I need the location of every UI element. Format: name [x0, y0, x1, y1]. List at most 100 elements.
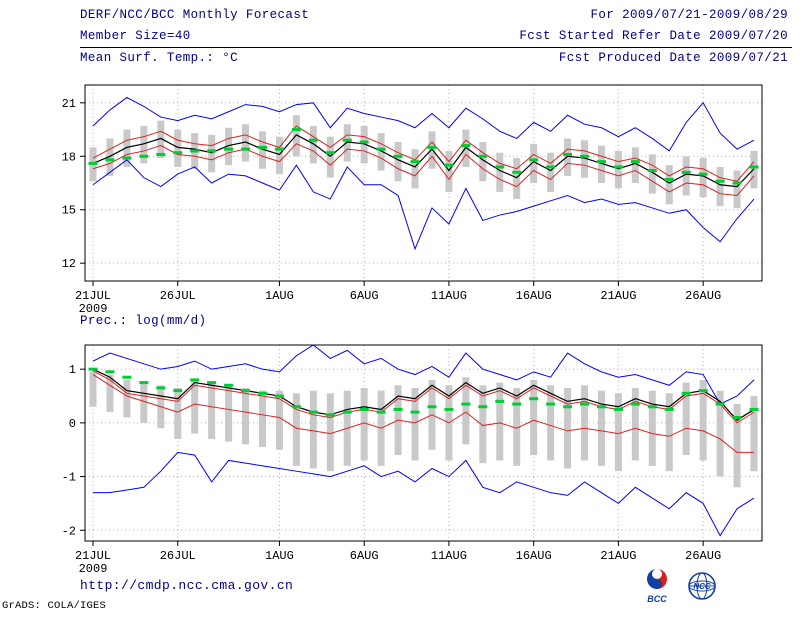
ensemble-spread-bar	[648, 390, 656, 466]
ensemble-spread-bar	[360, 125, 368, 164]
climatology-marker	[224, 147, 234, 151]
ensemble-spread-bar	[157, 120, 165, 159]
ncc-logo-text: NCC	[693, 582, 711, 591]
ensemble-spread-bar	[564, 387, 572, 469]
climatology-marker	[664, 177, 674, 181]
climatology-marker	[613, 407, 623, 411]
ensemble-spread-bar	[631, 387, 639, 461]
climatology-marker	[461, 402, 471, 406]
ensemble-spread-bar	[309, 390, 317, 469]
ensemble-spread-bar	[648, 154, 656, 194]
climatology-marker	[461, 144, 471, 148]
climatology-marker	[698, 389, 708, 393]
bcc-logo: BCC	[647, 569, 667, 604]
climatology-marker	[410, 160, 420, 164]
ensemble-spread-bar	[225, 385, 233, 442]
bcc-logo-swirl-blue	[647, 569, 662, 589]
ensemble-spread-bar	[733, 404, 741, 488]
climatology-marker	[122, 156, 132, 160]
ensemble-spread-bar	[496, 152, 504, 192]
x-tick-label: 21AUG	[600, 289, 636, 303]
climatology-marker	[105, 370, 115, 374]
ensemble-spread-bar	[140, 125, 148, 164]
ensemble-spread-bar	[123, 379, 131, 418]
climatology-marker	[749, 165, 759, 169]
series-lower-quartile	[92, 374, 754, 453]
climatology-marker	[596, 160, 606, 164]
climatology-marker	[376, 410, 386, 414]
ensemble-spread-bar	[309, 125, 317, 164]
climatology-marker	[241, 147, 251, 151]
y-tick-label: 12	[62, 257, 76, 271]
climatology-marker	[715, 402, 725, 406]
climatology-marker	[342, 138, 352, 142]
series-upper-quartile	[92, 125, 755, 182]
climatology-marker	[647, 169, 657, 173]
ensemble-spread-bar	[513, 158, 521, 200]
ensemble-spread-bar	[564, 138, 572, 176]
climatology-marker	[630, 160, 640, 164]
source-url: http://cmdp.ncc.cma.gov.cn	[80, 578, 294, 593]
climatology-marker	[173, 389, 183, 393]
ensemble-spread-bar	[665, 393, 673, 472]
ensemble-spread-bar	[547, 385, 555, 461]
climatology-marker	[88, 367, 98, 371]
ensemble-spread-bar	[479, 385, 487, 464]
climatology-marker	[376, 147, 386, 151]
ensemble-spread-bar	[326, 136, 334, 178]
ensemble-spread-bar	[733, 170, 741, 208]
climatology-marker	[580, 402, 590, 406]
ncc-logo: NCC	[688, 572, 716, 600]
climatology-marker	[410, 410, 420, 414]
grads-credit: GrADS: COLA/IGES	[2, 600, 107, 612]
x-tick-label: 26AUG	[685, 549, 721, 563]
ensemble-spread-bar	[631, 147, 639, 183]
ensemble-spread-bar	[174, 387, 182, 439]
x-tick-label: 6AUG	[350, 289, 379, 303]
climatology-marker	[596, 405, 606, 409]
ensemble-spread-bar	[513, 387, 521, 466]
climatology-marker	[681, 170, 691, 174]
ensemble-spread-bar	[699, 379, 707, 461]
climatology-marker	[546, 165, 556, 169]
climatology-marker	[257, 391, 267, 395]
climatology-marker	[139, 381, 149, 385]
climatology-marker	[529, 397, 539, 401]
climatology-marker	[647, 405, 657, 409]
climatology-marker	[308, 410, 318, 414]
ensemble-spread-bar	[750, 396, 758, 472]
climatology-marker	[427, 145, 437, 149]
fcst-produced-date: Fcst Produced Date 2009/07/21	[558, 51, 788, 65]
x-tick-label: 16AUG	[516, 549, 552, 563]
climatology-marker	[241, 389, 251, 393]
ensemble-spread-bar	[191, 379, 199, 434]
y-tick-label: 15	[62, 204, 76, 218]
ensemble-spread-bar	[106, 138, 114, 176]
ensemble-spread-bar	[394, 142, 402, 182]
series-ensemble-mean	[92, 368, 755, 421]
ensemble-spread-bar	[614, 150, 622, 189]
ensemble-spread-bar	[716, 166, 724, 207]
ensemble-spread-bar	[275, 136, 283, 175]
climatology-marker	[681, 391, 691, 395]
climatology-marker	[529, 158, 539, 162]
climatology-marker	[664, 407, 674, 411]
ensemble-spread-bar	[411, 149, 419, 189]
ensemble-spread-bar	[174, 129, 182, 167]
ensemble-spread-bar	[682, 382, 690, 456]
x-tick-label: 21AUG	[600, 549, 636, 563]
ensemble-spread-bar	[699, 158, 707, 198]
ensemble-spread-bar	[275, 390, 283, 450]
x-tick-label: 6AUG	[350, 549, 379, 563]
y-tick-label: 0	[69, 417, 76, 431]
ensemble-spread-bar	[208, 382, 216, 439]
ensemble-spread-bar	[665, 165, 673, 205]
plot-frame	[84, 84, 763, 282]
climatology-marker	[325, 151, 335, 155]
y-tick-label: 1	[69, 363, 76, 377]
climatology-marker	[224, 383, 234, 387]
x-tick-label: 1AUG	[265, 549, 294, 563]
climatology-marker	[495, 165, 505, 169]
ensemble-spread-bar	[597, 145, 605, 183]
climatology-marker	[393, 154, 403, 158]
